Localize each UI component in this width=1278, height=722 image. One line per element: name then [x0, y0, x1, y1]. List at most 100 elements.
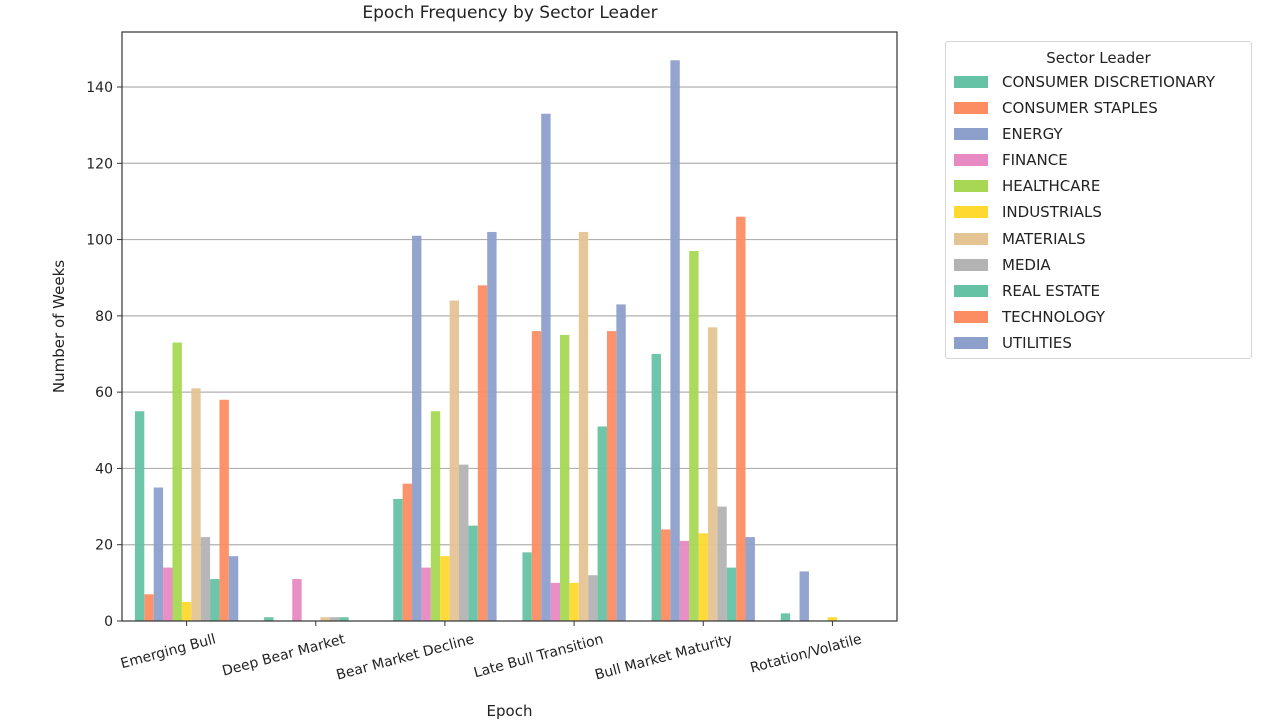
- bar: [780, 613, 791, 621]
- y-tick-label: 100: [86, 233, 113, 249]
- bar: [588, 575, 598, 621]
- legend-item: FINANCE: [946, 147, 1251, 173]
- bar: [134, 411, 145, 621]
- legend-item: TECHNOLOGY: [946, 304, 1251, 330]
- chart-title: Epoch Frequency by Sector Leader: [362, 3, 658, 23]
- bar: [144, 594, 154, 621]
- bar: [559, 334, 570, 621]
- x-tick-label: Rotation/Volatile: [749, 631, 864, 676]
- legend-label: MEDIA: [1002, 255, 1051, 274]
- bar: [616, 304, 626, 621]
- legend-swatch-icon: [954, 284, 988, 297]
- axes-frame: [121, 31, 898, 622]
- y-tick-label: 140: [86, 80, 113, 96]
- legend-item: MATERIALS: [946, 226, 1251, 252]
- legend-label: CONSUMER STAPLES: [1002, 99, 1158, 118]
- bar: [292, 579, 302, 621]
- legend-item: UTILITIES: [946, 330, 1251, 356]
- y-tick-label: 40: [95, 461, 113, 477]
- legend-swatch-icon: [954, 76, 988, 88]
- bar: [393, 498, 403, 621]
- legend-swatch-icon: [954, 128, 988, 141]
- legend-swatch-icon: [954, 180, 988, 193]
- legend-item: MEDIA: [946, 252, 1251, 278]
- legend-swatch-icon: [954, 310, 988, 323]
- bar: [191, 388, 201, 621]
- legend-label: HEALTHCARE: [1002, 177, 1101, 196]
- bar: [569, 582, 579, 621]
- bar: [430, 411, 441, 621]
- bar: [320, 617, 330, 621]
- legend-item: REAL ESTATE: [946, 278, 1251, 304]
- bar: [200, 537, 211, 621]
- legend-label: CONSUMER DISCRETIONARY: [1002, 73, 1215, 91]
- legend-label: MATERIALS: [1002, 229, 1086, 248]
- y-tick-label: 20: [95, 538, 113, 554]
- bar: [689, 251, 699, 621]
- bar: [707, 327, 718, 621]
- legend-label: ENERGY: [1002, 125, 1063, 144]
- bar: [726, 567, 737, 621]
- bar: [660, 529, 671, 621]
- x-tick-label: Deep Bear Market: [220, 631, 347, 679]
- legend-item: ENERGY: [946, 121, 1251, 147]
- legend-label: UTILITIES: [1002, 333, 1072, 352]
- legend-label: TECHNOLOGY: [1002, 307, 1106, 326]
- legend-item: INDUSTRIALS: [946, 199, 1251, 225]
- bar: [219, 399, 229, 621]
- bar: [799, 571, 809, 621]
- y-tick-label: 120: [86, 156, 113, 172]
- bar: [228, 556, 239, 621]
- legend-label: INDUSTRIALS: [1002, 203, 1102, 222]
- legend-swatch-icon: [954, 154, 988, 167]
- bar: [153, 487, 164, 621]
- bar: [468, 525, 478, 621]
- bar: [717, 506, 727, 621]
- bar: [578, 231, 589, 621]
- legend-swatch-icon: [954, 258, 988, 271]
- x-tick-label: Emerging Bull: [119, 631, 218, 672]
- legend-label: REAL ESTATE: [1002, 281, 1101, 300]
- bar: [163, 567, 173, 621]
- legend-swatch-icon: [954, 336, 988, 349]
- bar: [477, 285, 488, 621]
- bar: [449, 300, 460, 621]
- bar: [522, 552, 532, 621]
- legend-item: CONSUMER STAPLES: [946, 95, 1251, 121]
- legend-swatch-icon: [954, 206, 988, 219]
- bar: [531, 331, 542, 621]
- legend-label: FINANCE: [1002, 151, 1068, 170]
- bar: [329, 617, 340, 621]
- bar: [402, 483, 413, 621]
- bar: [541, 113, 551, 621]
- bar: [679, 540, 690, 621]
- legend-title: Sector Leader: [1046, 49, 1151, 67]
- bar: [606, 331, 617, 621]
- bar: [181, 601, 192, 621]
- legend-swatch-icon: [954, 232, 988, 245]
- bar: [487, 231, 497, 621]
- bar: [550, 582, 560, 621]
- bar: [736, 216, 746, 621]
- bar: [339, 617, 349, 621]
- bar: [651, 354, 661, 621]
- legend-swatch-icon: [954, 102, 988, 115]
- y-tick-label: 80: [95, 309, 113, 325]
- bar: [210, 579, 220, 621]
- bar: [670, 60, 680, 622]
- x-tick-label: Bear Market Decline: [335, 631, 476, 683]
- bar: [264, 617, 274, 621]
- bar: [412, 235, 422, 621]
- bar: [440, 556, 450, 621]
- bar: [698, 533, 708, 621]
- y-tick-label: 60: [95, 385, 113, 401]
- x-axis-label: Epoch: [487, 702, 533, 720]
- bar: [745, 537, 755, 621]
- bar: [421, 567, 431, 621]
- y-axis-label: Number of Weeks: [50, 260, 68, 393]
- legend-item: HEALTHCARE: [946, 173, 1251, 199]
- bar: [172, 342, 182, 621]
- legend-item: CONSUMER DISCRETIONARY: [946, 69, 1251, 95]
- legend: Sector Leader CONSUMER DISCRETIONARY CONS…: [945, 41, 1252, 359]
